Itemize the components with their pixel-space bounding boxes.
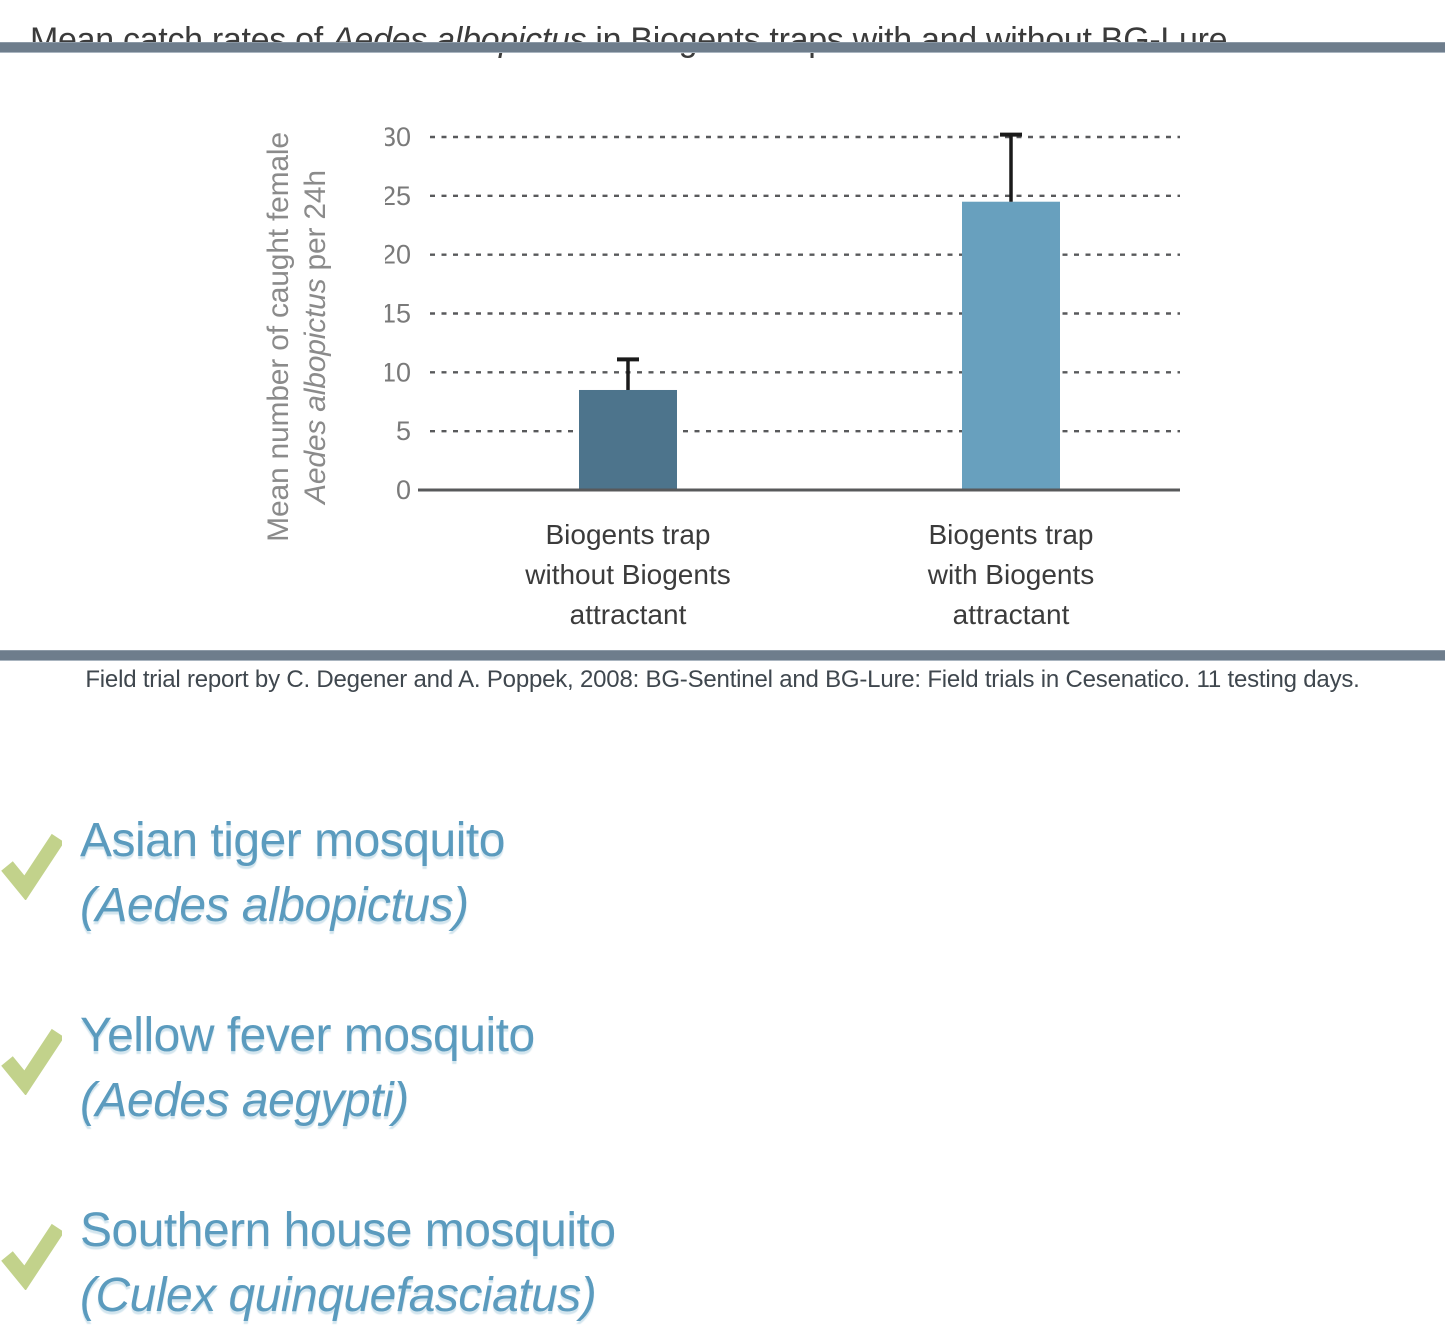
check-icon [1, 1028, 62, 1095]
species-text: Southern house mosquito (Culex quinquefa… [80, 1198, 1000, 1328]
title-suffix: in Biogents traps with and without BG-Lu… [586, 20, 1228, 59]
svg-text:20: 20 [385, 240, 411, 270]
check-icon [1, 833, 62, 900]
divider-bottom [0, 650, 1445, 661]
species-common-name: Yellow fever mosquito [80, 1009, 535, 1062]
citation: Field trial report by C. Degener and A. … [85, 666, 1360, 693]
y-axis-label-line1: Mean number of caught female [262, 132, 295, 542]
y-axis-label: Mean number of caught female Aedes albop… [260, 132, 334, 542]
x-category-label: Biogents trap with Biogents attractant [927, 519, 1095, 630]
svg-text:10: 10 [385, 357, 411, 387]
page-title: Mean catch rates of Aedes albopictus in … [30, 19, 1430, 61]
svg-text:30: 30 [385, 122, 411, 152]
species-scientific-name: (Culex quinquefasciatus) [80, 1269, 597, 1322]
y-axis-unit: per 24h [299, 170, 332, 279]
x-category-label: Biogents trap without Biogents attractant [525, 519, 731, 630]
species-common-name: Asian tiger mosquito [80, 814, 505, 867]
species-item: Asian tiger mosquito (Aedes albopictus) [0, 808, 1000, 938]
species-item: Yellow fever mosquito (Aedes aegypti) [0, 1003, 1000, 1133]
y-axis-species-italic: Aedes albopictus [299, 278, 332, 504]
title-prefix: Mean catch rates of [30, 20, 333, 59]
svg-text:0: 0 [396, 475, 411, 505]
bar-plot: 0 5 10 15 20 25 30 [385, 122, 1180, 505]
species-scientific-name: (Aedes albopictus) [80, 879, 469, 932]
species-common-name: Southern house mosquito [80, 1204, 616, 1257]
svg-text:5: 5 [396, 416, 411, 446]
species-item: Southern house mosquito (Culex quinquefa… [0, 1198, 1000, 1328]
species-text: Yellow fever mosquito (Aedes aegypti) [80, 1003, 1000, 1133]
svg-text:15: 15 [385, 299, 411, 329]
svg-text:25: 25 [385, 181, 411, 211]
species-scientific-name: (Aedes aegypti) [80, 1074, 409, 1127]
y-axis-label-line2: Aedes albopictus per 24h [297, 132, 334, 542]
species-text: Asian tiger mosquito (Aedes albopictus) [80, 808, 1000, 938]
divider-top [0, 42, 1445, 53]
check-icon [1, 1223, 62, 1290]
title-species-italic: Aedes albopictus [332, 20, 587, 59]
